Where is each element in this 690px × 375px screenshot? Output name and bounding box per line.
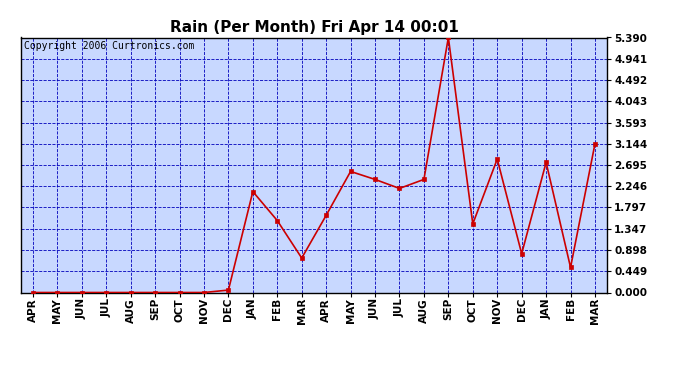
Title: Rain (Per Month) Fri Apr 14 00:01: Rain (Per Month) Fri Apr 14 00:01	[170, 20, 458, 35]
Text: Copyright 2006 Curtronics.com: Copyright 2006 Curtronics.com	[23, 41, 194, 51]
